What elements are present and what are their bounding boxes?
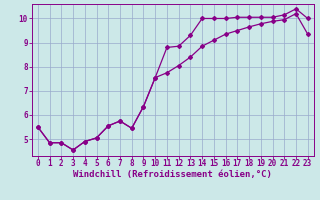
X-axis label: Windchill (Refroidissement éolien,°C): Windchill (Refroidissement éolien,°C) [73, 170, 272, 179]
